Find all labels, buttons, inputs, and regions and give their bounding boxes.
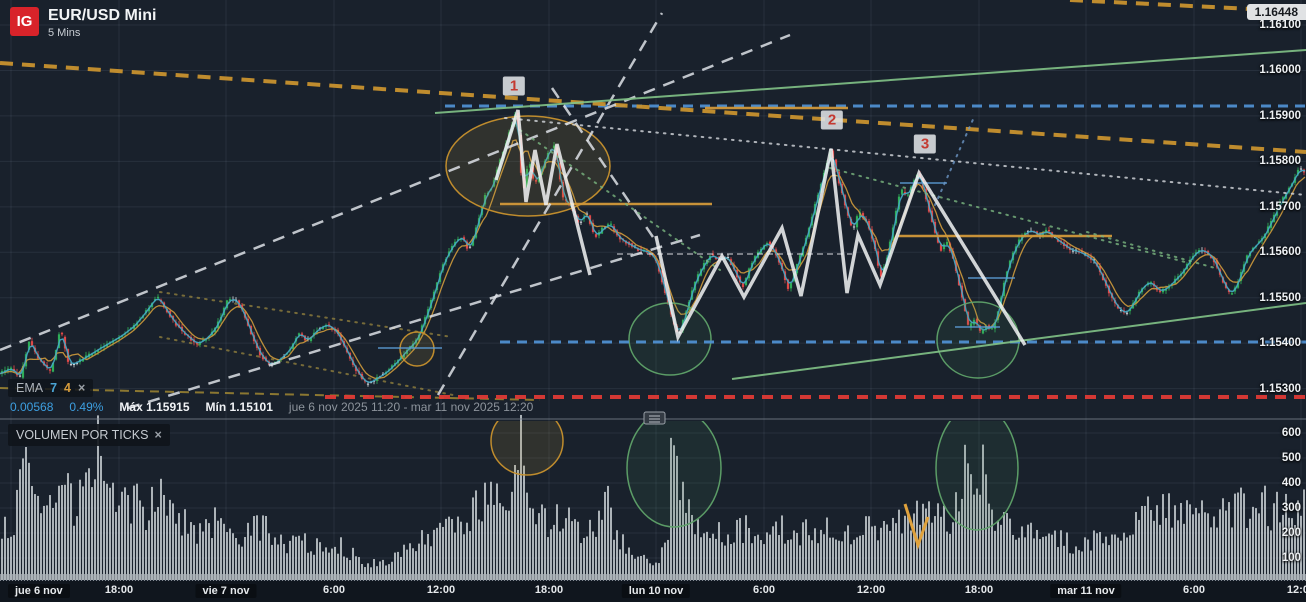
time-axis-date-label: jue 6 nov [8,584,70,598]
time-axis[interactable]: jue 6 nov 18:00 vie 7 nov 6:00 12:00 18:00 lun… [0,581,1306,602]
current-price-tag: 1.16448 [1246,4,1306,20]
volume-bars [1,414,1305,580]
wave-count-label[interactable]: 1 [502,76,526,96]
price-axis-label: 1.15900 [1259,109,1301,122]
volume-axis-label: 300 [1281,502,1301,514]
volume-panel-title[interactable]: VOLUMEN POR TICKS × [8,424,170,446]
volume-axis-label: 100 [1281,552,1301,564]
price-axis-label: 1.15400 [1259,337,1301,350]
time-axis-label: 18:00 [534,584,564,596]
visible-date-range: jue 6 nov 2025 11:20 - mar 11 nov 2025 1… [288,400,534,414]
drawing-lines [0,0,1306,410]
price-axis-label: 1.15500 [1259,291,1301,304]
time-axis-label: 12:00 [1286,584,1306,596]
instrument-info-bar: 0.00568 0.49% Máx 1.15915 Mín 1.15101 ju… [10,400,533,414]
indicator-param-slow: 4 [64,381,71,395]
timeframe-label[interactable]: 5 Mins [48,27,81,39]
wave-count-label[interactable]: 2 [820,110,844,130]
volume-close-icon[interactable]: × [154,428,162,442]
time-axis-date-label: mar 11 nov [1050,584,1122,598]
pane-divider-handle [643,411,666,425]
ig-logo-text: IG [16,13,33,30]
indicator-close-icon[interactable]: × [78,381,86,395]
session-min: Mín 1.15101 [205,400,273,414]
time-axis-label: 6:00 [1182,584,1206,596]
gridlines [0,0,1306,581]
indicator-legend-ema[interactable]: EMA 7 4 × [8,379,94,397]
price-axis-label: 1.16000 [1259,64,1301,77]
indicator-param-fast: 7 [50,381,58,395]
volume-axis-label: 500 [1281,452,1301,464]
instrument-title: EUR/USD Mini [48,7,157,24]
volume-axis-label: 400 [1281,477,1301,489]
volume-axis-label: 200 [1281,527,1301,539]
minor-tick-strip [0,574,1306,581]
time-axis-label: 18:00 [964,584,994,596]
chart-header: IG EUR/USD Mini 5 Mins [10,7,156,39]
time-axis-date-label: vie 7 nov [195,584,257,598]
time-axis-label: 18:00 [104,584,134,596]
price-axis-label: 1.15300 [1259,382,1301,395]
volume-axis-label: 600 [1281,427,1301,439]
time-axis-label: 6:00 [752,584,776,596]
check-mark-drawing [903,503,930,550]
ema-fast-line [0,120,1306,384]
highlight-ellipses [399,115,1020,531]
volume-title-text: VOLUMEN POR TICKS [16,428,149,442]
change-percent: 0.49% [69,400,104,414]
price-axis-label: 1.15700 [1259,200,1301,213]
ig-logo: IG [10,7,39,36]
change-value: 0.00568 [10,400,54,414]
session-max: Máx 1.15915 [119,400,190,414]
time-axis-label: 6:00 [322,584,346,596]
wave-count-label[interactable]: 3 [913,134,937,154]
wave-zigzag-lines [494,109,1027,346]
time-axis-label: 12:00 [856,584,886,596]
price-axis-label: 1.16100 [1259,19,1301,31]
price-axis-label: 1.15800 [1259,155,1301,168]
indicator-name: EMA [16,381,44,395]
price-axis-label: 1.15600 [1259,246,1301,259]
time-axis-date-label: lun 10 nov [621,584,691,598]
time-axis-label: 12:00 [426,584,456,596]
